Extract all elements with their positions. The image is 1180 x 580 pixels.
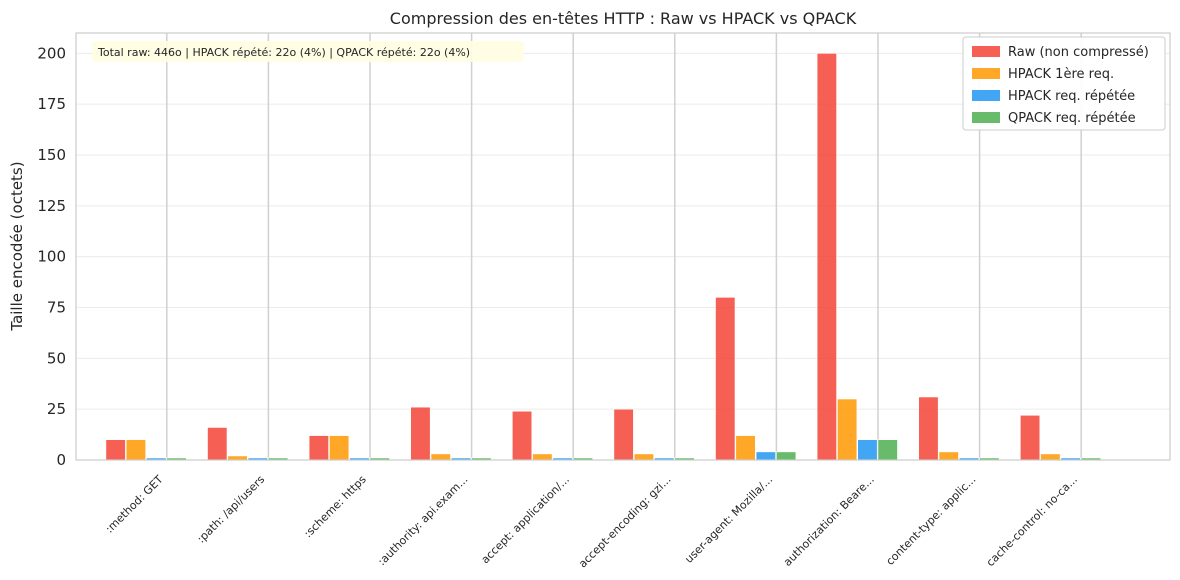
bar-2-5 xyxy=(532,453,553,461)
x-tick-label: :path: /api/users xyxy=(194,473,267,546)
plot-frame xyxy=(75,32,1171,461)
annotation-box: Total raw: 446o | HPACK répété: 22o (4%)… xyxy=(92,41,524,62)
annotation-text: Total raw: 446o | HPACK répété: 22o (4%)… xyxy=(97,46,470,59)
y-tick-label: 175 xyxy=(37,95,66,113)
legend-label-4: QPACK req. répétée xyxy=(1008,111,1136,126)
chart-title: Compression des en-têtes HTTP : Raw vs H… xyxy=(390,9,857,28)
bar-2-4 xyxy=(430,453,451,461)
y-axis-label: Taille encodée (octets) xyxy=(8,161,26,331)
bar-1-2 xyxy=(207,427,228,461)
bar-1-10 xyxy=(1019,414,1041,461)
y-tick-label: 25 xyxy=(47,400,66,418)
x-tick-label: :authority: api.exam... xyxy=(375,473,470,568)
legend-swatch-4 xyxy=(972,112,1000,123)
bar-1-6 xyxy=(613,408,634,461)
y-axis-ticks: 0 25 50 75 100 125 150 175 200 xyxy=(37,44,66,469)
bar-2-3 xyxy=(329,435,350,461)
legend-swatch-3 xyxy=(972,90,1000,101)
x-tick-label: authorization: Beare... xyxy=(781,473,877,569)
x-tick-label: accept-encoding: gzi... xyxy=(576,473,674,571)
bar-4-8 xyxy=(877,439,898,461)
y-tick-label: 200 xyxy=(37,44,66,62)
legend-frame xyxy=(962,36,1166,131)
bar-1-4 xyxy=(410,406,431,461)
x-axis-ticks: :method: GET :path: /api/users :scheme: ht… xyxy=(103,473,1080,571)
bar-2-8 xyxy=(837,398,858,461)
bar-4-7 xyxy=(776,451,797,461)
legend-swatch-1 xyxy=(972,46,1000,57)
x-tick-label: cache-control: no-ca... xyxy=(984,473,1080,569)
bar-2-7 xyxy=(735,435,756,461)
x-tick-label: accept: application/... xyxy=(479,473,572,566)
legend-label-3: HPACK req. répétée xyxy=(1008,89,1135,104)
y-tick-label: 50 xyxy=(47,349,66,367)
bar-1-1 xyxy=(105,439,126,461)
bars xyxy=(105,53,1101,461)
y-tick-label: 0 xyxy=(56,451,66,469)
bar-1-8 xyxy=(816,53,837,461)
bar-1-9 xyxy=(918,396,939,461)
bar-2-6 xyxy=(633,453,655,461)
y-tick-label: 125 xyxy=(37,197,66,215)
y-tick-label: 100 xyxy=(37,248,66,266)
bar-2-9 xyxy=(938,451,959,461)
x-tick-label: :scheme: https xyxy=(301,473,369,541)
legend: Raw (non compressé) HPACK 1ère req. HPACK … xyxy=(962,36,1166,131)
legend-label-2: HPACK 1ère req. xyxy=(1008,67,1114,82)
x-tick-label: content-type: applic... xyxy=(884,473,979,568)
bar-2-1 xyxy=(125,439,146,461)
bar-1-5 xyxy=(511,410,533,461)
bar-2-2 xyxy=(227,455,248,461)
bar-1-3 xyxy=(308,435,329,461)
y-tick-label: 75 xyxy=(47,299,66,317)
bar-2-10 xyxy=(1040,453,1061,461)
bar-3-8 xyxy=(857,439,878,461)
bar-3-7 xyxy=(755,451,776,461)
x-tick-label: :method: GET xyxy=(103,473,166,536)
bar-1-7 xyxy=(715,297,736,461)
legend-label-1: Raw (non compressé) xyxy=(1008,45,1149,60)
legend-swatch-2 xyxy=(972,68,1000,79)
y-tick-label: 150 xyxy=(37,146,66,164)
x-tick-label: user-agent: Mozilla/... xyxy=(682,473,775,566)
